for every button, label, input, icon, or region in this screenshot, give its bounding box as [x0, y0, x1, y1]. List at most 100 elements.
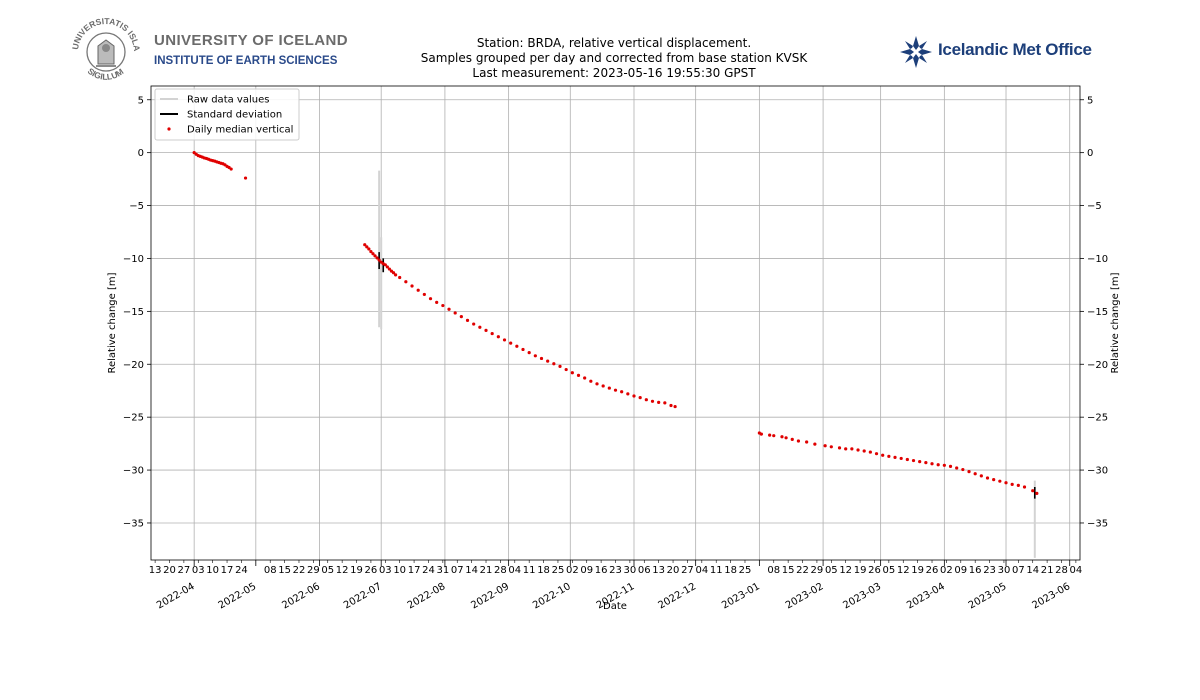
data-point	[669, 403, 673, 408]
data-point	[613, 388, 618, 392]
x-minor-tick-label: 21	[480, 565, 493, 576]
data-point	[546, 359, 550, 363]
data-point	[393, 273, 398, 277]
x-minor-tick-label: 03	[379, 565, 392, 576]
x-major-tick-label: 2022-06	[280, 581, 322, 611]
data-point	[644, 398, 648, 402]
x-minor-tick-label: 26	[926, 565, 939, 576]
x-minor-tick-label: 15	[782, 565, 795, 576]
x-major-tick-label: 2023-04	[905, 581, 947, 611]
data-point	[998, 479, 1002, 483]
x-minor-tick-label: 28	[494, 565, 507, 576]
data-point	[973, 472, 977, 476]
data-point	[371, 252, 375, 256]
x-minor-tick-label: 13	[652, 565, 665, 576]
x-minor-tick-label: 30	[998, 565, 1011, 576]
data-point	[1035, 491, 1039, 495]
x-minor-tick-label: 14	[1026, 565, 1039, 576]
data-point	[759, 432, 764, 436]
data-point	[472, 322, 476, 326]
x-minor-tick-label: 29	[307, 565, 320, 576]
data-point	[416, 288, 420, 292]
x-minor-tick-label: 27	[178, 565, 191, 576]
y-tick-label-right: 0	[1087, 148, 1093, 159]
data-point	[1031, 489, 1035, 493]
data-point	[979, 474, 983, 478]
x-minor-tick-label: 10	[393, 565, 406, 576]
data-point	[887, 454, 891, 458]
data-point	[453, 311, 457, 315]
data-point	[837, 446, 842, 450]
x-minor-tick-label: 15	[278, 565, 291, 576]
data-point	[985, 476, 990, 480]
data-point	[638, 395, 642, 400]
data-point	[1010, 482, 1014, 486]
x-minor-tick-label: 04	[695, 565, 708, 576]
x-minor-tick-label: 22	[293, 565, 306, 576]
data-point	[967, 470, 971, 474]
x-minor-tick-label: 17	[221, 565, 234, 576]
x-minor-tick-label: 20	[667, 565, 680, 576]
x-minor-tick-label: 09	[580, 565, 593, 576]
data-point	[441, 303, 445, 308]
data-point	[936, 463, 940, 467]
x-minor-tick-label: 08	[264, 565, 277, 576]
data-point	[813, 442, 817, 446]
data-point	[459, 315, 463, 319]
data-point	[784, 436, 788, 440]
x-minor-tick-label: 06	[638, 565, 651, 576]
x-minor-tick-label: 11	[523, 565, 536, 576]
data-point	[868, 450, 872, 454]
x-minor-tick-label: 07	[451, 565, 464, 576]
x-minor-tick-label: 17	[408, 565, 421, 576]
x-minor-tick-label: 29	[811, 565, 824, 576]
data-point	[768, 433, 772, 437]
x-minor-tick-label: 28	[1055, 565, 1068, 576]
x-major-tick-label: 2022-12	[656, 581, 698, 611]
data-point	[229, 167, 233, 171]
data-point	[428, 297, 433, 301]
y-tick-label-right: −20	[1087, 360, 1108, 371]
y-tick-label: −10	[123, 254, 144, 265]
x-major-tick-label: 2023-06	[1031, 581, 1073, 611]
data-point	[942, 463, 946, 467]
x-minor-tick-label: 19	[854, 565, 867, 576]
y-tick-label: −35	[123, 518, 144, 529]
y-axis-left: 5 0 −5 −10 −15 −20 −25 −30 −35	[123, 95, 151, 529]
median-points-layer	[192, 151, 1039, 495]
y-tick-label: 0	[138, 148, 144, 159]
data-point	[1004, 481, 1008, 485]
data-point	[780, 435, 784, 439]
data-point	[881, 453, 885, 457]
x-minor-tick-label: 23	[983, 565, 996, 576]
x-minor-tick-label: 18	[537, 565, 550, 576]
legend-label: Raw data values	[187, 95, 269, 106]
data-point	[632, 394, 636, 398]
data-point	[363, 243, 367, 247]
data-point	[404, 280, 408, 284]
title-line-2: Samples grouped per day and corrected fr…	[420, 51, 808, 65]
met-office-logo: Icelandic Met Office	[898, 34, 1098, 74]
data-point	[509, 341, 513, 345]
met-office-name: Icelandic Met Office	[938, 40, 1092, 59]
legend-marker-icon	[167, 127, 171, 131]
data-point	[465, 318, 470, 322]
x-minor-tick-label: 26	[868, 565, 881, 576]
data-point	[673, 404, 677, 409]
data-point	[570, 371, 574, 375]
x-minor-tick-label: 02	[940, 565, 953, 576]
x-minor-tick-label: 24	[235, 565, 248, 576]
title-line-1: Station: BRDA, relative vertical displac…	[476, 36, 752, 50]
y-tick-label-right: −30	[1087, 466, 1108, 477]
plot-frame	[150, 85, 1081, 561]
x-minor-tick-label: 25	[552, 565, 565, 576]
data-point	[484, 328, 488, 333]
x-minor-tick-label: 20	[163, 565, 176, 576]
title-line-3: Last measurement: 2023-05-16 19:55:30 GP…	[472, 66, 756, 80]
data-point	[790, 437, 794, 441]
y-tick-label: −5	[129, 201, 144, 212]
data-point	[663, 401, 667, 405]
data-point	[558, 364, 562, 368]
x-minor-tick-label: 13	[149, 565, 162, 576]
x-minor-tick-label: 25	[739, 565, 752, 576]
